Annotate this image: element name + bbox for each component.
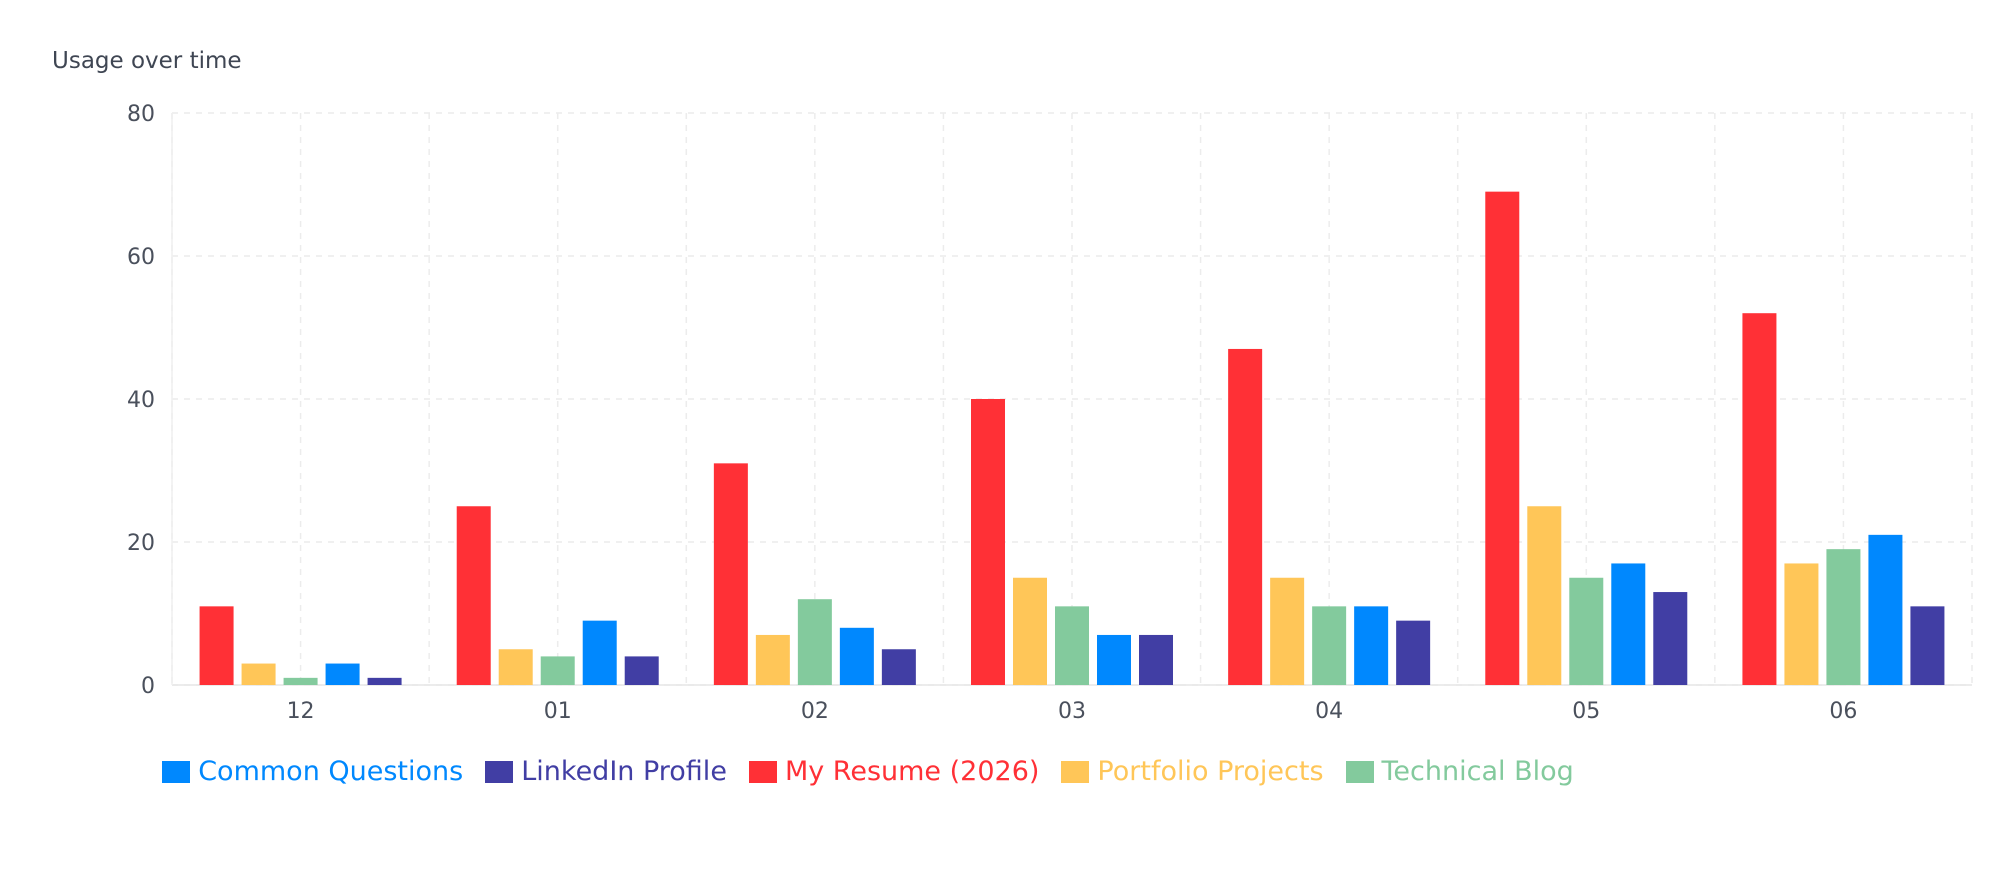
legend-item[interactable]: My Resume (2026) [748,756,1040,787]
x-tick-label: 05 [1572,699,1600,724]
bar-technical-blog-05[interactable] [1569,577,1604,685]
legend-label: Common Questions [198,756,464,787]
y-tick-label: 40 [127,388,155,413]
legend-label: My Resume (2026) [784,756,1040,787]
y-tick-label: 0 [141,674,155,699]
bar-common-questions-03[interactable] [1097,634,1131,685]
bar-common-questions-06[interactable] [1868,534,1903,685]
y-tick-label: 80 [127,102,155,127]
legend-swatch [162,760,191,783]
legend-item[interactable]: Common Questions [162,756,463,787]
legend-swatch [748,760,777,783]
legend-item[interactable]: Technical Blog [1345,756,1574,787]
bar-linkedin-profile-04[interactable] [1396,620,1431,685]
legend-swatch [1061,760,1090,783]
y-tick-label: 20 [127,531,155,556]
bar-common-questions-02[interactable] [839,627,874,685]
legend-label: LinkedIn Profile [521,756,727,787]
x-tick-label: 04 [1315,699,1343,724]
bar-portfolio-projects-02[interactable] [755,634,790,685]
bar-portfolio-projects-04[interactable] [1270,577,1305,685]
legend-label: Portfolio Projects [1097,756,1324,787]
bar-linkedin-profile-06[interactable] [1910,606,1945,685]
bar-common-questions-04[interactable] [1354,606,1389,685]
y-tick-label: 60 [127,245,155,270]
bar-linkedin-profile-03[interactable] [1139,634,1173,685]
bar-my-resume-2026-02[interactable] [713,463,748,685]
bar-my-resume-2026-12[interactable] [199,606,234,685]
bar-linkedin-profile-12[interactable] [367,677,402,685]
x-tick-label: 03 [1058,699,1086,724]
bar-my-resume-2026-04[interactable] [1228,348,1263,685]
legend-swatch [1345,760,1374,783]
bar-common-questions-05[interactable] [1611,563,1646,685]
bar-portfolio-projects-06[interactable] [1784,563,1819,685]
chart-legend: Common Questions LinkedIn Profile My Resum… [0,756,2006,787]
bar-technical-blog-03[interactable] [1055,606,1089,685]
bar-common-questions-01[interactable] [582,620,617,685]
bar-technical-blog-01[interactable] [540,656,575,685]
bar-my-resume-2026-05[interactable] [1485,191,1520,685]
x-tick-label: 06 [1829,699,1857,724]
legend-item[interactable]: Portfolio Projects [1061,756,1324,787]
bar-linkedin-profile-01[interactable] [624,656,659,685]
x-tick-label: 01 [544,699,572,724]
chart-title: Usage over time [52,48,242,74]
bar-technical-blog-06[interactable] [1826,549,1861,685]
x-tick-label: 12 [287,699,315,724]
legend-label: Technical Blog [1381,756,1574,787]
legend-swatch [485,760,514,783]
bar-my-resume-2026-01[interactable] [456,506,491,685]
bar-portfolio-projects-12[interactable] [241,663,276,685]
bar-portfolio-projects-03[interactable] [1013,577,1047,685]
bar-technical-blog-12[interactable] [283,677,318,685]
bar-my-resume-2026-06[interactable] [1742,313,1777,685]
x-tick-label: 02 [801,699,829,724]
bar-technical-blog-04[interactable] [1312,606,1347,685]
bar-portfolio-projects-05[interactable] [1527,506,1562,685]
bar-technical-blog-02[interactable] [797,599,832,685]
bar-linkedin-profile-05[interactable] [1653,592,1688,685]
legend-item[interactable]: LinkedIn Profile [485,756,727,787]
bar-my-resume-2026-03[interactable] [971,399,1005,685]
bar-linkedin-profile-02[interactable] [881,649,916,685]
bar-portfolio-projects-01[interactable] [498,649,533,685]
bar-common-questions-12[interactable] [325,663,360,685]
